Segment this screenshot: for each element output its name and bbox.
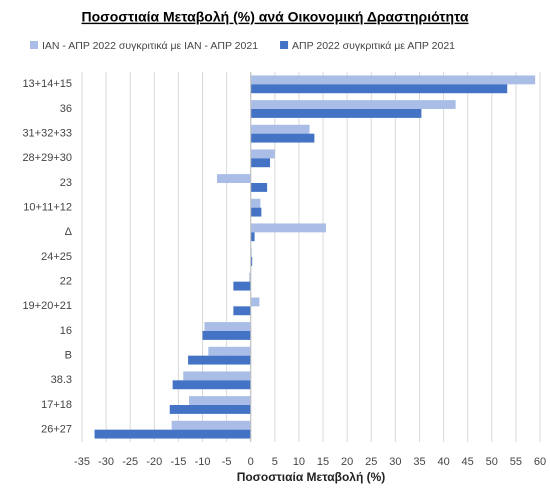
x-tick-label: 15 (317, 456, 329, 468)
y-tick-label: B (65, 350, 72, 362)
y-tick-label: 31+32+33 (22, 128, 72, 140)
y-tick-label: 10+11+12 (23, 202, 72, 214)
x-tick-label: 50 (486, 456, 498, 468)
bar (250, 198, 261, 208)
bar (249, 272, 251, 282)
bar (250, 75, 536, 85)
x-tick-label: -10 (195, 456, 211, 468)
x-tick-label: -30 (98, 456, 114, 468)
x-tick-label: -20 (146, 456, 162, 468)
x-tick-label: 30 (389, 456, 401, 468)
bar (250, 124, 310, 134)
x-tick-label: -15 (170, 456, 186, 468)
bar (250, 109, 422, 118)
bar (250, 149, 275, 159)
x-tick-label: 45 (462, 456, 474, 468)
y-tick-label: 13+14+15 (22, 78, 72, 90)
bar (188, 355, 251, 365)
bar (233, 306, 251, 316)
y-tick-label: 16 (60, 325, 72, 337)
bar (169, 405, 251, 414)
x-tick-label: 35 (413, 456, 425, 468)
bar (250, 257, 253, 266)
x-tick-label: 0 (248, 456, 254, 468)
bar (202, 331, 251, 340)
bar (204, 322, 251, 331)
bar (250, 133, 315, 143)
y-tick-label: 22 (60, 276, 72, 288)
x-tick-label: 60 (534, 456, 546, 468)
x-tick-label: -25 (122, 456, 138, 468)
x-tick-label: 55 (510, 456, 522, 468)
x-tick-label: 40 (437, 456, 449, 468)
bar (250, 207, 262, 217)
y-tick-label: 24+25 (41, 251, 72, 263)
bar (233, 281, 251, 291)
y-tick-label: 17+18 (41, 399, 72, 411)
legend-swatch (280, 41, 289, 49)
y-tick-label: 26+27 (41, 424, 72, 436)
x-axis-label: Ποσοστιαία Μεταβολή (%) (237, 470, 386, 484)
y-tick-label: Δ (65, 226, 73, 238)
bar (171, 420, 251, 430)
x-tick-label: 10 (293, 456, 305, 468)
bar (94, 429, 251, 439)
bar (208, 346, 251, 356)
y-tick-label: 38.3 (51, 374, 72, 386)
x-tick-label: 25 (365, 456, 377, 468)
bar (250, 232, 255, 242)
bar (250, 158, 271, 168)
bar (250, 84, 508, 94)
y-tick-label: 28+29+30 (22, 152, 72, 164)
legend-label: ΙΑΝ - ΑΠΡ 2022 συγκριτικά με ΙΑΝ - ΑΠΡ 2… (42, 40, 258, 52)
x-tick-label: -35 (74, 456, 90, 468)
bar (172, 380, 251, 390)
x-tick-label: 20 (341, 456, 353, 468)
bar (250, 100, 456, 109)
bar (250, 223, 326, 233)
bar (216, 174, 251, 183)
x-tick-label: 5 (272, 456, 278, 468)
x-tick-label: -5 (222, 456, 232, 468)
y-tick-label: 36 (60, 103, 72, 115)
bar (250, 183, 268, 192)
legend-label: ΑΠΡ 2022 συγκριτικά με ΑΠΡ 2021 (292, 40, 455, 52)
chart-title: Ποσοστιαία Μεταβολή (%) ανά Οικονομική Δ… (81, 9, 468, 25)
legend-swatch (30, 41, 38, 49)
bar (189, 396, 251, 405)
bar (183, 371, 251, 381)
bar (250, 297, 260, 307)
y-tick-label: 23 (60, 177, 72, 189)
y-tick-label: 19+20+21 (22, 300, 72, 312)
